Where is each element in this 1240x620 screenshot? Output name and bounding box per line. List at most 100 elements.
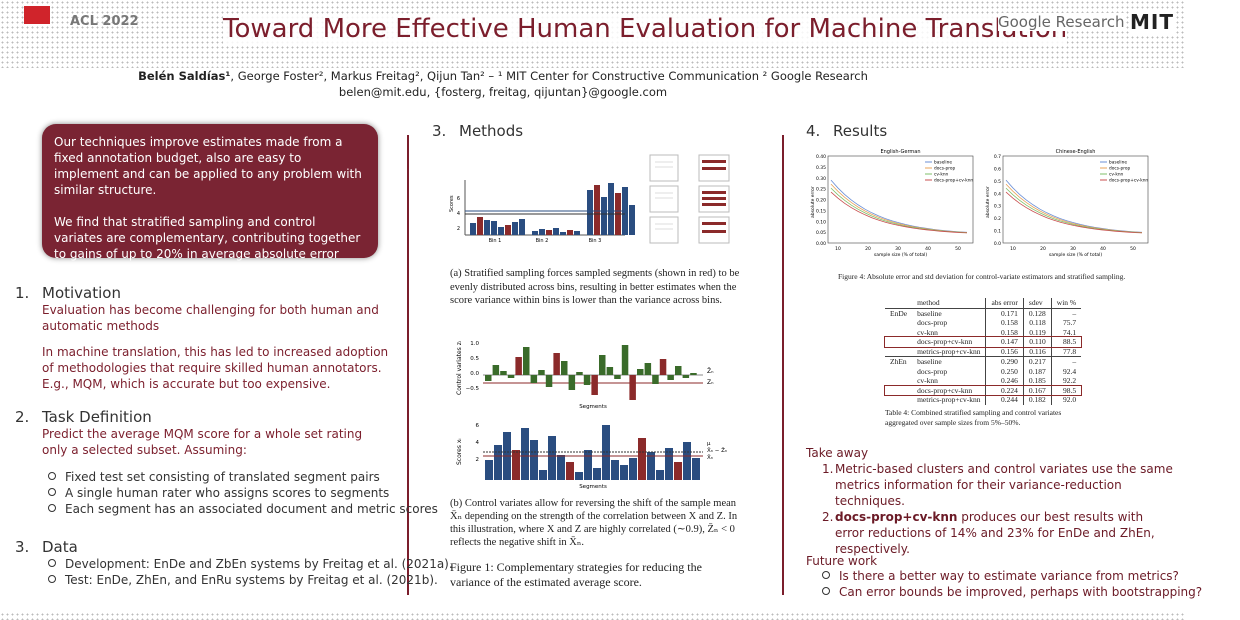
cell: 0.217 [1022,356,1052,367]
illustration-bar [659,359,667,375]
illustration-bar [494,445,502,480]
footer-band [0,612,1185,620]
x-label: Segments [579,404,607,410]
summary-box: Our techniques improve estimates made fr… [42,124,378,277]
illustration-bar [599,355,606,375]
y-label: Scores [449,195,455,212]
x-tick-label: 20 [1040,246,1046,252]
illustration-bar [644,363,652,375]
section-number: 4. [806,122,821,140]
text: produces our best results with error red… [835,510,1155,556]
y-tick-label: 6 [457,196,460,202]
y-tick-label: 2 [476,457,480,463]
illustration-bar [576,372,583,375]
cell: 88.5 [1050,337,1082,347]
table-row: docs-prop+cv-knn 0.224 0.167 98.5 [883,384,1083,396]
illustration-bar [566,462,574,480]
y-tick-label: 0.15 [816,208,826,214]
illustration-bar [512,222,518,235]
illustration-bar [587,190,593,235]
x-label: sample size (% of total) [874,252,927,258]
illustration-bar [575,472,583,480]
x-tick-label: 50 [955,246,961,252]
cell: 0.110 [1022,337,1052,347]
y-tick-label: −0.5 [466,386,480,392]
legend-label: baseline [934,160,952,166]
caption: Figure 1: Complementary strategies for r… [450,560,702,589]
summary: Our techniques improve estimates made fr… [54,135,362,197]
paragraph: Predict the average MQM score for a whol… [42,427,363,457]
x-label: Segments [579,484,607,490]
line-label: Z̄ₙ [707,368,714,375]
cell: 0.187 [1022,366,1052,376]
illustration-bar [608,183,614,235]
y-tick-label: 0.25 [816,187,826,193]
illustration-bar [491,221,497,235]
illustration-bar [519,219,525,235]
legend-label: docs-prop+cv-knn [934,178,973,184]
takeaway-item: docs-prop+cv-knn produces our best resul… [835,509,1175,557]
section-title: Task Definition [42,408,152,426]
legend-label: docs-prop [1109,166,1131,172]
cell: 0.182 [1022,395,1052,405]
illustration-bar [620,465,628,480]
illustration-bar [656,470,664,480]
cell: 0.171 [985,308,1024,318]
illustration-bar [647,452,655,480]
illustration-curve [830,187,968,234]
cell: 74.1 [1050,327,1082,337]
bold-term: docs-prop+cv-knn [835,510,958,524]
illustration-bar [621,345,629,375]
y-tick-label: 0.5 [470,356,479,362]
header-row: method abs error sdev win % [885,298,1082,308]
y-tick-label: 1.0 [470,341,479,347]
illustration-bar [539,229,545,235]
cell: baseline [917,308,942,318]
line-label: Zₙ [707,379,714,386]
illustration-bar [674,462,682,480]
section-number: 2. [15,408,30,426]
y-tick-label: 0.05 [816,230,826,236]
mit-logo: MIT [1130,10,1174,34]
bullet: Fixed test set consisting of translated … [48,470,380,484]
y-tick-label: 0.40 [816,154,826,160]
x-tick-label: 50 [1130,246,1136,252]
illustration-bar [557,455,565,480]
cell: cv-knn [917,376,938,385]
x-tick-label: 40 [1100,246,1106,252]
illustration-bar [553,353,560,375]
cell [885,298,912,308]
chart-title: Chinese-English [1056,149,1096,155]
cell: 98.5 [1050,385,1082,395]
illustration-bar [507,375,515,378]
illustration-bar [683,442,691,480]
table-wrap: method abs error sdev win % EnDe baseline 0.17… [883,298,1083,405]
y-label: Control variates zᵢ [456,341,463,395]
cell: docs-prop [917,366,948,376]
logo [24,6,50,24]
separator [782,135,784,595]
x-tick-label: 30 [1070,246,1076,252]
y-tick-label: 0.3 [994,204,1001,210]
y-tick-label: 0.20 [816,198,826,204]
illustration-bar [675,366,682,375]
legend-label: baseline [1109,160,1127,166]
header-cell: method [917,298,940,307]
illustration-bar [512,450,520,480]
line-label: μ [707,441,711,447]
cell: 0.119 [1022,327,1052,337]
y-tick-label: 0.4 [994,191,1001,197]
takeaway-item: Metric-based clusters and control variat… [835,462,1173,508]
illustration-bar [530,375,538,383]
illustration-curve [830,191,968,234]
cell: 92.0 [1050,395,1082,405]
line-label: X̄ₙ [707,454,713,461]
cell: 0.156 [985,346,1024,357]
y-label: absolute error [985,186,991,218]
table-row: ZhEn baseline 0.290 0.217– [885,356,1082,367]
group-cell [885,337,912,347]
x-tick-label: 30 [895,246,901,252]
legend-label: docs-prop [934,166,956,172]
separator [407,135,409,595]
group-cell: EnDe [890,308,908,318]
